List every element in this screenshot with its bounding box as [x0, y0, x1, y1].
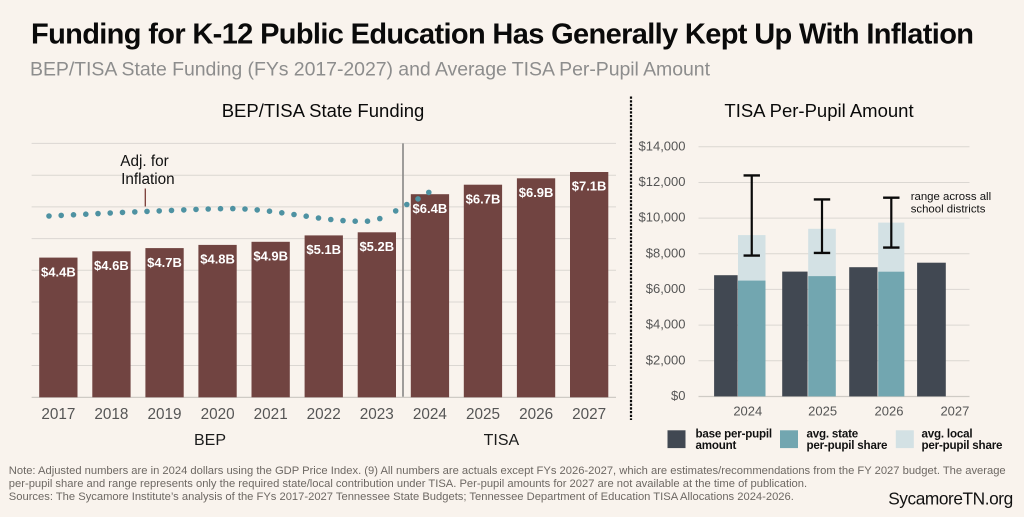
svg-text:$12,000: $12,000 [639, 174, 686, 189]
svg-text:2027: 2027 [572, 406, 606, 423]
svg-text:school districts: school districts [911, 203, 986, 215]
svg-text:$10,000: $10,000 [639, 210, 686, 225]
svg-text:2025: 2025 [466, 406, 500, 423]
svg-text:BEP/TISA State Funding (FYs 20: BEP/TISA State Funding (FYs 2017-2027) a… [30, 59, 711, 81]
svg-text:$4.4B: $4.4B [41, 264, 76, 279]
svg-text:Adj. for: Adj. for [120, 153, 168, 170]
svg-text:$6.4B: $6.4B [413, 201, 448, 216]
svg-text:2018: 2018 [94, 406, 128, 423]
svg-text:2026: 2026 [519, 406, 553, 423]
svg-text:per-pupil share: per-pupil share [807, 439, 889, 452]
svg-text:Note: Adjusted numbers are in: Note: Adjusted numbers are in 2024 dolla… [9, 465, 1006, 477]
svg-text:2023: 2023 [360, 406, 394, 423]
svg-text:$5.1B: $5.1B [306, 242, 341, 257]
svg-text:$0: $0 [671, 388, 685, 403]
svg-text:$6.7B: $6.7B [466, 191, 501, 206]
svg-text:$4.9B: $4.9B [253, 249, 288, 264]
svg-text:2027: 2027 [940, 403, 969, 418]
svg-text:$5.2B: $5.2B [359, 239, 394, 254]
svg-text:per-pupil share and range repr: per-pupil share and range represents onl… [9, 478, 807, 490]
svg-text:$4,000: $4,000 [646, 317, 686, 332]
svg-text:SycamoreTN.org: SycamoreTN.org [888, 488, 1013, 508]
svg-text:2026: 2026 [875, 403, 904, 418]
svg-text:2017: 2017 [41, 406, 75, 423]
svg-text:TISA Per-Pupil Amount: TISA Per-Pupil Amount [724, 100, 913, 121]
svg-text:$4.7B: $4.7B [147, 255, 182, 270]
svg-text:$4.6B: $4.6B [94, 258, 129, 273]
svg-text:2020: 2020 [201, 406, 235, 423]
svg-text:avg. state: avg. state [807, 427, 859, 440]
svg-text:BEP/TISA State Funding: BEP/TISA State Funding [222, 100, 425, 121]
svg-text:$7.1B: $7.1B [572, 179, 607, 194]
svg-text:Sources: The Sycamore Institut: Sources: The Sycamore Institute’s analys… [9, 491, 794, 503]
svg-text:TISA: TISA [484, 432, 520, 449]
svg-text:amount: amount [696, 439, 737, 452]
svg-text:per-pupil share: per-pupil share [922, 439, 1004, 452]
svg-text:avg. local: avg. local [922, 427, 973, 440]
svg-text:Funding for K-12 Public Educat: Funding for K-12 Public Education Has Ge… [31, 19, 974, 51]
svg-text:2024: 2024 [413, 406, 448, 423]
svg-text:range across all: range across all [911, 191, 991, 203]
svg-text:$6.9B: $6.9B [519, 185, 554, 200]
svg-text:2024: 2024 [733, 403, 762, 418]
svg-text:base per-pupil: base per-pupil [696, 427, 772, 440]
svg-text:Inflation: Inflation [121, 171, 175, 188]
svg-text:2025: 2025 [808, 403, 837, 418]
svg-text:BEP: BEP [194, 432, 226, 449]
svg-text:$8,000: $8,000 [646, 245, 686, 260]
svg-text:$2,000: $2,000 [646, 352, 686, 367]
svg-text:$4.8B: $4.8B [200, 252, 235, 267]
svg-text:2022: 2022 [307, 406, 341, 423]
svg-text:$14,000: $14,000 [639, 138, 686, 153]
svg-text:2019: 2019 [147, 406, 181, 423]
svg-text:2021: 2021 [254, 406, 288, 423]
svg-text:$6,000: $6,000 [646, 281, 686, 296]
